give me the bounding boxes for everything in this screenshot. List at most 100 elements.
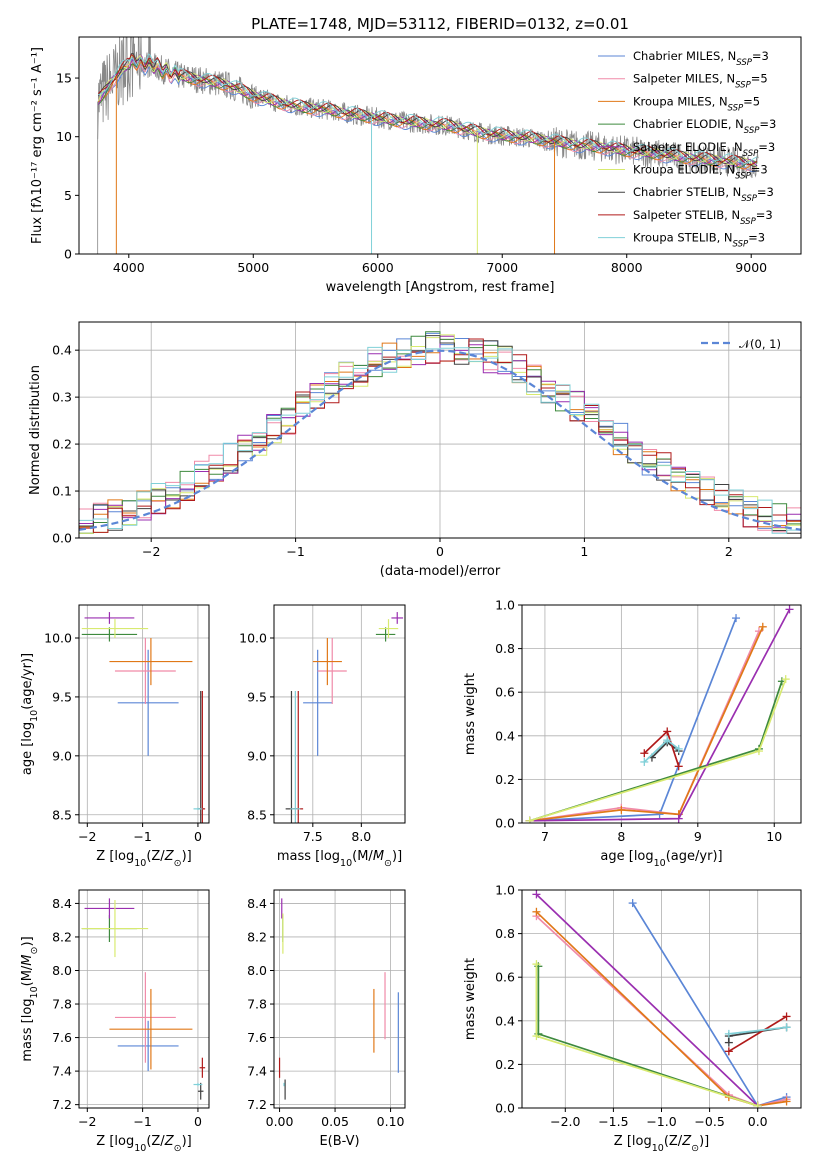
x-tick-label: −1.5 [598, 1114, 628, 1129]
histogram-salpeter-stelib [79, 338, 801, 533]
x-tick-label: −1 [286, 544, 304, 559]
plot-frame [78, 604, 210, 824]
x-axis-label: E(B-V) [319, 1134, 359, 1149]
y-tick-label: 1.0 [495, 883, 515, 898]
point-kroupa-stelib [193, 807, 203, 811]
marker-salpeter-elodie [532, 890, 541, 899]
y-tick-label: 7.4 [247, 1064, 267, 1079]
y-tick-label: 0.4 [495, 1013, 515, 1028]
marker-salpeter-stelib [674, 762, 683, 771]
x-tick-label: 7 [541, 829, 549, 844]
x-tick-label: 8.0 [351, 829, 371, 844]
marker-kroupa-stelib [640, 757, 649, 766]
y-tick-label: 8.2 [52, 929, 72, 944]
errorbars-mass-vs-z [81, 898, 206, 1100]
y-tick-label: 0.8 [495, 926, 515, 941]
errorbars-mass-vs-ebv [278, 898, 399, 1100]
point-chabrier-miles [303, 649, 333, 756]
x-tick-label: −2 [142, 544, 160, 559]
plot-frame [78, 321, 802, 539]
axes-weight-vs-age: 7 8 9 10 0.0 0.2 0.4 0.6 0.8 1.0 [495, 598, 801, 844]
y-tick-label: 9.5 [52, 689, 72, 704]
point-salpeter-elodie [84, 612, 135, 624]
y-tick-label: 0.1 [52, 484, 72, 499]
point-kroupa-elodie [378, 619, 399, 638]
legend-entry-salpeter-stelib: Salpeter STELIB, NSSP=3 [633, 208, 773, 227]
normal-curve [79, 349, 801, 531]
plot-frame [273, 889, 406, 1109]
y-tick-label: 8.5 [247, 807, 267, 822]
x-tick-label: 0.10 [377, 1114, 405, 1129]
point-salpeter-miles [114, 972, 176, 1063]
marker-kroupa-elodie [754, 747, 763, 756]
model-spectrum-salpeter-elodie [97, 53, 758, 167]
point-kroupa-miles [312, 637, 342, 686]
point-kroupa-elodie [81, 900, 149, 958]
x-tick-label: −2 [78, 1114, 96, 1129]
marker-salpeter-stelib [782, 1012, 791, 1021]
y-tick-label: 10.0 [239, 630, 267, 645]
x-tick-label: 4000 [113, 260, 145, 275]
legend-entry-salpeter-elodie: Salpeter ELODIE, NSSP=3 [633, 140, 775, 159]
point-chabrier-elodie [375, 627, 396, 642]
legend-entry-kroupa-miles: Kroupa MILES, NSSP=5 [633, 94, 760, 113]
x-axis-label: wavelength [Angstrom, rest frame] [326, 280, 555, 295]
x-tick-label: 0.05 [321, 1114, 349, 1129]
model-spectrum-kroupa-miles [98, 58, 758, 170]
y-tick-label: 7.8 [247, 997, 267, 1012]
x-tick-label: 7000 [486, 260, 518, 275]
plot-frame [78, 36, 802, 255]
normal-legend-label: 𝒩(0, 1) [739, 337, 781, 351]
x-tick-label: 9 [694, 829, 702, 844]
axes-spectrum: 4000 5000 6000 7000 8000 9000 0 5 10 15 [56, 71, 767, 275]
axes-mass-vs-z: −2 −1 0 7.2 7.4 7.6 7.8 8.0 8.2 8.4 [52, 890, 209, 1129]
y-tick-label: 0 [64, 247, 72, 262]
y-tick-label: 9.0 [247, 748, 267, 763]
y-tick-label: 0.0 [52, 531, 72, 546]
x-axis-label: Z [log10(Z/Z⊙)] [96, 849, 191, 869]
marker-kroupa-miles [532, 907, 541, 916]
point-kroupa-stelib [290, 691, 301, 823]
legend-entry-kroupa-elodie: Kroupa ELODIE, NSSP=3 [633, 163, 768, 182]
x-tick-label: 0 [194, 1114, 202, 1129]
point-salpeter-elodie [391, 612, 404, 624]
point-kroupa-miles [109, 988, 193, 1070]
legend-entry-salpeter-miles: Salpeter MILES, NSSP=5 [633, 72, 768, 91]
marker-kroupa-stelib [782, 1023, 791, 1032]
y-tick-label: 7.2 [247, 1097, 267, 1112]
marker-salpeter-stelib [640, 749, 649, 758]
x-tick-label: 9000 [735, 260, 767, 275]
series-kroupa-elodie [535, 964, 758, 1107]
series-salpeter-elodie [535, 893, 759, 1107]
point-chabrier-miles [117, 1020, 179, 1072]
x-tick-label: 7.5 [303, 829, 323, 844]
x-tick-label: 0.0 [748, 1114, 768, 1129]
marker-salpeter-stelib [663, 727, 672, 736]
figure-title: PLATE=1748, MJD=53112, FIBERID=0132, z=0… [251, 15, 629, 33]
model-spectrum-kroupa-elodie [97, 54, 758, 169]
x-tick-label: 0 [194, 829, 202, 844]
y-tick-label: 0.2 [495, 772, 515, 787]
plot-frame [273, 604, 406, 824]
series-salpeter-miles [529, 630, 760, 822]
marker-kroupa-miles [782, 1097, 791, 1106]
histogram-chabrier-stelib [79, 335, 801, 534]
marker-kroupa-elodie [532, 960, 541, 969]
x-axis-label: (data-model)/error [380, 564, 501, 579]
spectrum-legend: Chabrier MILES, NSSP=3 Salpeter MILES, NS… [598, 49, 776, 250]
marker-kroupa-elodie [525, 816, 534, 823]
marker-kroupa-elodie [753, 1101, 762, 1108]
y-axis-label: mass weight [463, 958, 478, 1040]
y-axis-label: Flux [fλ10⁻¹⁷ erg cm⁻² s⁻¹ A⁻¹] [30, 47, 45, 244]
axes-weight-vs-z: −2.0 −1.5 −1.0 −0.5 0.0 0.0 0.2 0.4 0.6 0.8 1.0 [495, 883, 801, 1129]
x-tick-label: 8000 [611, 260, 643, 275]
y-axis-label: age [log10(age/yr)] [20, 653, 40, 775]
y-tick-label: 10 [56, 129, 72, 144]
plot-frame [521, 889, 802, 1109]
axes-mass-vs-ebv: 0.00 0.05 0.10 7.2 7.4 7.6 7.8 8.0 8.2 8.4 [247, 890, 405, 1129]
y-tick-label: 0.0 [495, 1101, 515, 1116]
x-tick-label: 1 [580, 544, 588, 559]
legend-entry-chabrier-elodie: Chabrier ELODIE, NSSP=3 [633, 117, 776, 136]
lines-weight-vs-z [532, 890, 791, 1108]
marker-kroupa-miles [758, 622, 767, 631]
